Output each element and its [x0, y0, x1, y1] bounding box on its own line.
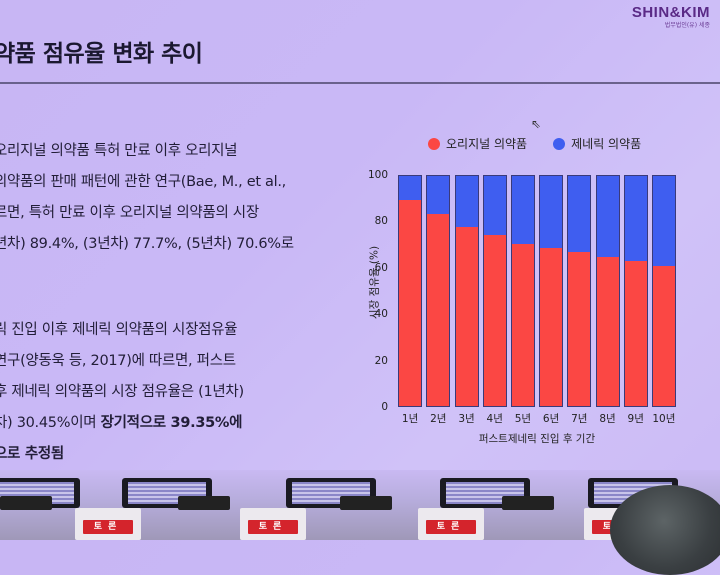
- legend-label: 오리지널 의약품: [446, 137, 528, 151]
- logo-brand: SHIN&KIM: [631, 4, 710, 21]
- paragraph-original-drug-study: 오리지널 의약품 특허 만료 이후 오리지널 의약품의 판매 패턴에 관한 연구…: [0, 136, 294, 260]
- legend-item-original: 오리지널 의약품: [428, 135, 527, 152]
- chart-legend: 오리지널 의약품 제네릭 의약품: [428, 135, 641, 152]
- x-tick-label: 7년: [571, 413, 588, 425]
- bar-segment-original: [399, 200, 422, 406]
- presentation-slide: SHIN&KIM 법무법인(유) 세종 약품 점유율 변화 추이 오리지널 의약…: [0, 4, 720, 470]
- y-tick-label: 0: [381, 401, 388, 413]
- x-tick-label: 8년: [599, 413, 616, 425]
- paragraph-line: 릭 진입 이후 제네릭 의약품의 시장점유율: [0, 322, 238, 338]
- bar-segment-generic: [652, 176, 675, 266]
- paragraph-line: 년차) 89.4%, (3년차) 77.7%, (5년차) 70.6%로: [0, 236, 294, 252]
- bar-segment-original: [568, 252, 591, 406]
- bar-segment-generic: [483, 176, 506, 235]
- name-card: 토론: [418, 508, 484, 540]
- plot-area: [396, 175, 678, 407]
- paragraph-line: 후 제네릭 의약품의 시장 점유율은 (1년차): [0, 384, 244, 400]
- stacked-bar: [510, 175, 535, 407]
- microphone: [340, 496, 392, 510]
- stacked-bar: [595, 175, 620, 407]
- stacked-bar: [398, 175, 423, 407]
- bar-segment-generic: [596, 176, 619, 257]
- shin-kim-logo: SHIN&KIM 법무법인(유) 세종: [632, 4, 710, 29]
- stacked-bar: [567, 175, 592, 407]
- paragraph-text: 차) 30.45%이며: [0, 415, 101, 431]
- x-tick-label: 5년: [514, 413, 532, 425]
- card-label: 토론: [83, 520, 133, 534]
- bar-segment-generic: [455, 176, 478, 228]
- blue-dot-icon: [553, 137, 566, 150]
- microphone: [0, 496, 52, 510]
- paragraph-line: 르면, 특허 만료 이후 오리지널 의약품의 시장: [0, 205, 259, 221]
- bar-segment-original: [652, 265, 675, 406]
- x-tick-label: 4년: [486, 413, 503, 425]
- stacked-bar: [482, 175, 507, 407]
- paragraph-line: 연구(양동욱 등, 2017)에 따르면, 퍼스트: [0, 353, 236, 369]
- bar-segment-original: [455, 227, 478, 406]
- bar-segment-original: [596, 256, 619, 406]
- bar-segment-original: [427, 213, 450, 406]
- paragraph-line: 차) 30.45%이며 장기적으로 39.35%에: [0, 408, 244, 439]
- microphone: [178, 496, 230, 510]
- x-tick-label: 1년: [401, 413, 419, 425]
- paragraph-line: 으로 추정됨: [0, 439, 244, 470]
- paragraph-line: 오리지널 의약품 특허 만료 이후 오리지널: [0, 143, 238, 159]
- y-tick-label: 80: [374, 215, 388, 228]
- stacked-bar: [426, 175, 451, 407]
- bar-segment-original: [624, 261, 647, 406]
- y-tick-label: 100: [367, 169, 388, 181]
- x-tick-label: 2년: [430, 413, 447, 425]
- name-card: 토론: [240, 508, 306, 540]
- bar-segment-generic: [624, 176, 647, 262]
- x-tick-label: 10년: [652, 413, 676, 425]
- microphone: [502, 496, 554, 510]
- stacked-bar: [651, 175, 676, 407]
- paragraph-bold-text: 으로 추정됨: [0, 446, 64, 462]
- stacked-bar: [454, 175, 479, 407]
- card-label: 토론: [426, 520, 476, 534]
- y-tick-label: 60: [374, 261, 388, 274]
- audience-member-head: [610, 485, 720, 575]
- title-divider: [0, 82, 720, 84]
- x-tick-label: 6년: [542, 413, 560, 425]
- stacked-bar: [623, 175, 648, 407]
- slide-title: 약품 점유율 변화 추이: [0, 41, 203, 67]
- name-card: 토론: [75, 508, 141, 540]
- bar-segment-generic: [540, 176, 563, 248]
- bar-segment-original: [483, 234, 506, 406]
- stacked-bar-chart: 시장 점유율 (%) 0 20 40 60 80 100 1년 2년 3년 4년 5년 6년 7년 8년…: [352, 165, 692, 450]
- paragraph-bold-text: 장기적으로 39.35%에: [100, 415, 243, 431]
- bar-segment-generic: [511, 176, 534, 244]
- mouse-cursor-icon: ⇖: [531, 117, 542, 131]
- card-label: 토론: [248, 520, 298, 534]
- y-tick-label: 20: [374, 354, 388, 367]
- paragraph-generic-drug-study: 릭 진입 이후 제네릭 의약품의 시장점유율 연구(양동욱 등, 2017)에 …: [0, 315, 244, 470]
- stacked-bar: [539, 175, 564, 407]
- y-tick-label: 40: [374, 308, 388, 321]
- x-axis-label: 퍼스트제네릭 진입 후 기간: [478, 433, 596, 445]
- red-dot-icon: [428, 137, 440, 150]
- logo-subtitle: 법무법인(유) 세종: [664, 22, 710, 29]
- conference-stage-foreground: 토론 토론 토론 토론: [0, 470, 720, 575]
- bar-segment-generic: [568, 176, 591, 253]
- bar-segment-original: [540, 247, 563, 406]
- x-tick-label: 9년: [627, 413, 644, 425]
- bar-segment-generic: [427, 176, 450, 214]
- bar-segment-original: [511, 243, 534, 406]
- legend-item-generic: 제네릭 의약품: [553, 135, 641, 152]
- x-tick-label: 3년: [458, 413, 475, 425]
- bar-segment-generic: [399, 176, 422, 201]
- paragraph-line: 의약품의 판매 패턴에 관한 연구(Bae, M., et al.,: [0, 174, 286, 190]
- legend-label: 제네릭 의약품: [571, 137, 642, 151]
